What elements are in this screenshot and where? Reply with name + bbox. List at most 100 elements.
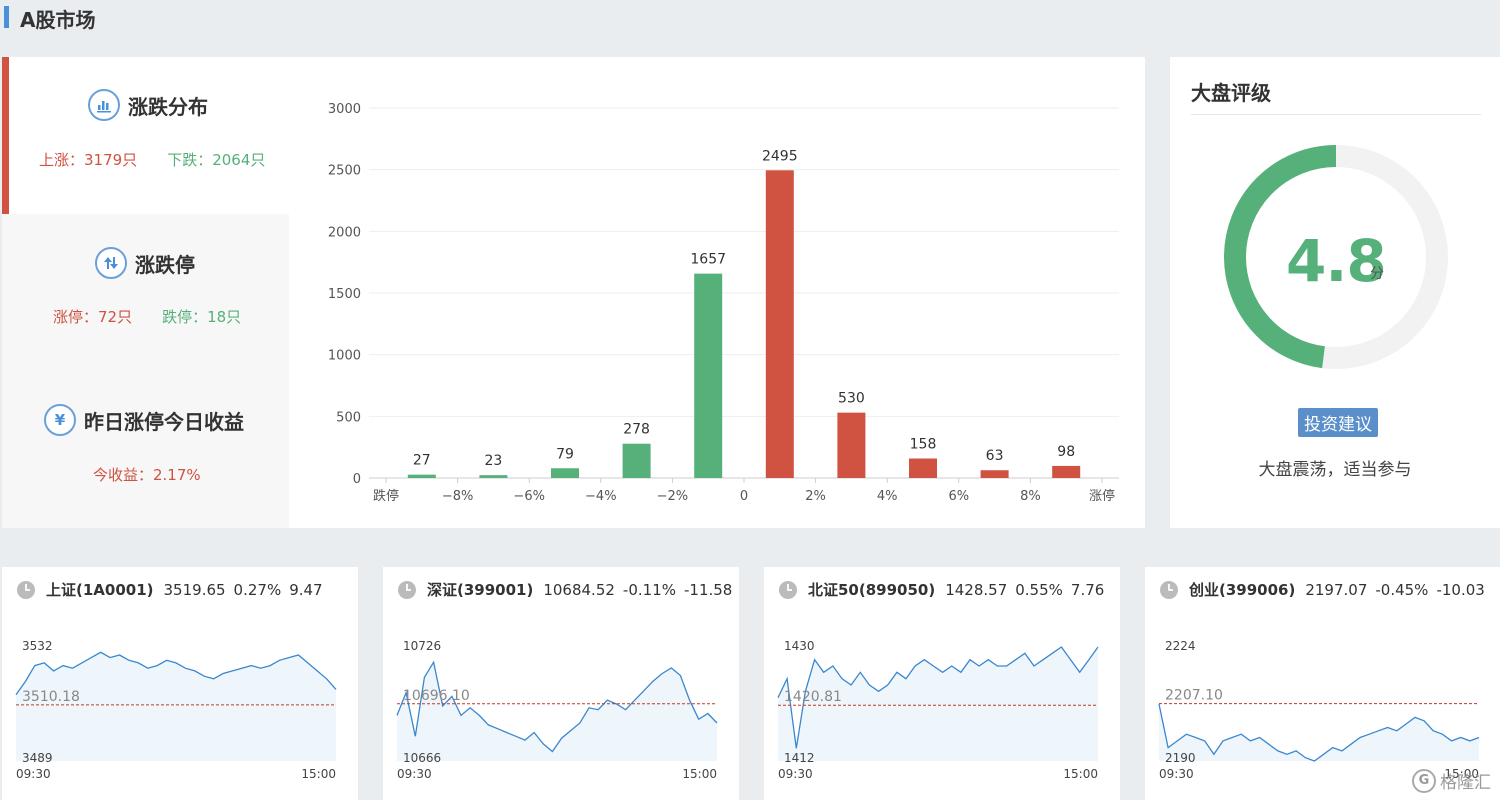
rating-title: 大盘评级 xyxy=(1191,81,1271,105)
intraday-chart: 10726 10696.10 10666 09:30 15:00 xyxy=(396,639,718,781)
page-title: A股市场 xyxy=(20,8,96,32)
index-card-header: 北证50(899050) 1428.57 0.55% 7.76 xyxy=(778,579,1104,600)
yesterday-title: 昨日涨停今日收益 xyxy=(84,409,244,434)
bar xyxy=(407,474,436,478)
bar xyxy=(909,458,937,478)
bar xyxy=(551,468,579,478)
yesterday-header[interactable]: ¥ 昨日涨停今日收益 xyxy=(44,404,244,436)
bar xyxy=(694,273,723,478)
title-accent-bar xyxy=(4,6,9,28)
index-change: 9.47 xyxy=(289,580,323,599)
bar-value-label: 1657 xyxy=(690,252,726,268)
index-name: 创业(399006) xyxy=(1189,581,1296,599)
index-values: 3519.65 0.27% 9.47 xyxy=(164,581,323,599)
clock-icon xyxy=(398,580,416,599)
x-tick-label: −4% xyxy=(585,489,617,504)
yesterday-stats: 今收益：2.17% xyxy=(93,464,201,485)
y-tick-label: 500 xyxy=(336,410,361,425)
yen-icon: ¥ xyxy=(44,404,76,436)
bar xyxy=(765,170,794,478)
price-area xyxy=(397,662,717,761)
limit-header[interactable]: 涨跌停 xyxy=(95,247,195,279)
rating-unit: 分 xyxy=(1370,266,1384,282)
bar xyxy=(622,443,651,478)
distribution-header[interactable]: 涨跌分布 xyxy=(88,89,208,121)
reference-label: 2207.10 xyxy=(1165,688,1223,704)
x-tick-label: 2% xyxy=(805,489,826,504)
y-tick-label: 0 xyxy=(353,472,361,487)
limit-up-count: 涨停：72只 xyxy=(53,308,133,326)
watermark: G 格隆汇 xyxy=(1412,768,1491,793)
distribution-section[interactable] xyxy=(2,57,289,214)
index-card-header: 上证(1A0001) 3519.65 0.27% 9.47 xyxy=(16,579,323,600)
distribution-title: 涨跌分布 xyxy=(128,94,208,119)
price-area xyxy=(1159,704,1479,761)
index-pct: 0.55% xyxy=(1015,580,1063,599)
price-line xyxy=(777,646,1099,749)
limit-title: 涨跌停 xyxy=(135,252,195,277)
index-pct: -0.45% xyxy=(1375,580,1429,599)
y-tick-label: 2000 xyxy=(328,225,361,240)
price-line xyxy=(396,660,718,753)
x-tick-label: −8% xyxy=(442,489,474,504)
index-card-header: 创业(399006) 2197.07 -0.45% -10.03 xyxy=(1159,579,1485,600)
y-tick-label: 1500 xyxy=(328,287,361,302)
y-tick-label: 2500 xyxy=(328,164,361,179)
price-line xyxy=(1158,703,1480,762)
index-card[interactable]: 深证(399001) 10684.52 -0.11% -11.58 10726 1… xyxy=(383,567,739,800)
x-tick-label: 跌停 xyxy=(373,488,399,504)
investment-advice-button[interactable]: 投资建议 xyxy=(1298,408,1378,437)
index-card[interactable]: 创业(399006) 2197.07 -0.45% -10.03 2224 220… xyxy=(1145,567,1500,800)
index-price: 10684.52 xyxy=(543,580,615,599)
watermark-text: 格隆汇 xyxy=(1440,773,1491,793)
up-count: 上涨：3179只 xyxy=(39,151,138,169)
start-time-label: 09:30 xyxy=(778,767,813,781)
index-card[interactable]: 上证(1A0001) 3519.65 0.27% 9.47 3532 3510.1… xyxy=(2,567,358,800)
index-name: 上证(1A0001) xyxy=(46,581,154,599)
end-time-label: 15:00 xyxy=(682,767,717,781)
index-pct: 0.27% xyxy=(233,580,282,599)
index-values: 2197.07 -0.45% -10.03 xyxy=(1305,581,1484,599)
income-value: 今收益：2.17% xyxy=(93,466,201,484)
bar-value-label: 278 xyxy=(623,422,650,438)
index-price: 2197.07 xyxy=(1305,580,1368,599)
market-summary-panel: 涨跌分布 上涨：3179只 下跌：2064只 涨跌停 涨停：72只 跌停：18只… xyxy=(2,57,289,528)
rating-score: 4.8 xyxy=(1286,227,1387,295)
start-time-label: 09:30 xyxy=(16,767,51,781)
bar-value-label: 23 xyxy=(484,453,502,469)
bar-value-label: 63 xyxy=(986,448,1004,464)
price-line xyxy=(15,651,337,696)
rating-panel: 大盘评级 4.8 分 投资建议 大盘震荡，适当参与 xyxy=(1170,57,1500,528)
y-tick-label: 3000 xyxy=(328,102,361,117)
index-change: -10.03 xyxy=(1436,580,1485,599)
reference-label: 10696.10 xyxy=(403,688,470,704)
start-time-label: 09:30 xyxy=(397,767,432,781)
index-values: 10684.52 -0.11% -11.58 xyxy=(543,581,732,599)
rating-divider xyxy=(1191,114,1481,115)
rating-gauge xyxy=(1224,145,1448,369)
y-tick-label: 1000 xyxy=(328,349,361,364)
x-tick-label: −6% xyxy=(513,489,545,504)
clock-icon xyxy=(779,580,797,599)
bar-value-label: 98 xyxy=(1057,444,1075,460)
intraday-chart: 3532 3510.18 3489 09:30 15:00 xyxy=(15,639,337,781)
index-change: -11.58 xyxy=(684,580,733,599)
clock-icon xyxy=(17,580,35,599)
bar-chart-icon xyxy=(88,89,120,121)
clock-icon xyxy=(1160,580,1178,599)
x-tick-label: 0 xyxy=(740,489,748,504)
index-card-header: 深证(399001) 10684.52 -0.11% -11.58 xyxy=(397,579,732,600)
start-time-label: 09:30 xyxy=(1159,767,1194,781)
high-label: 10726 xyxy=(403,639,441,653)
index-name: 北证50(899050) xyxy=(808,581,936,599)
low-label: 10666 xyxy=(403,751,441,765)
intraday-chart: 2224 2207.10 2190 09:30 15:00 xyxy=(1158,639,1480,781)
x-tick-label: 4% xyxy=(877,489,898,504)
bar-value-label: 530 xyxy=(838,391,865,407)
end-time-label: 15:00 xyxy=(301,767,336,781)
distribution-chart: 0 500 1000 1500 2000 2500 3000 跌停 −8% −6% −4% −2% 0 2… xyxy=(328,102,1119,504)
bar-value-label: 79 xyxy=(556,446,574,462)
x-tick-label: −2% xyxy=(657,489,689,504)
index-card[interactable]: 北证50(899050) 1428.57 0.55% 7.76 1430 1420… xyxy=(764,567,1120,800)
bar-value-label: 2495 xyxy=(762,148,798,164)
